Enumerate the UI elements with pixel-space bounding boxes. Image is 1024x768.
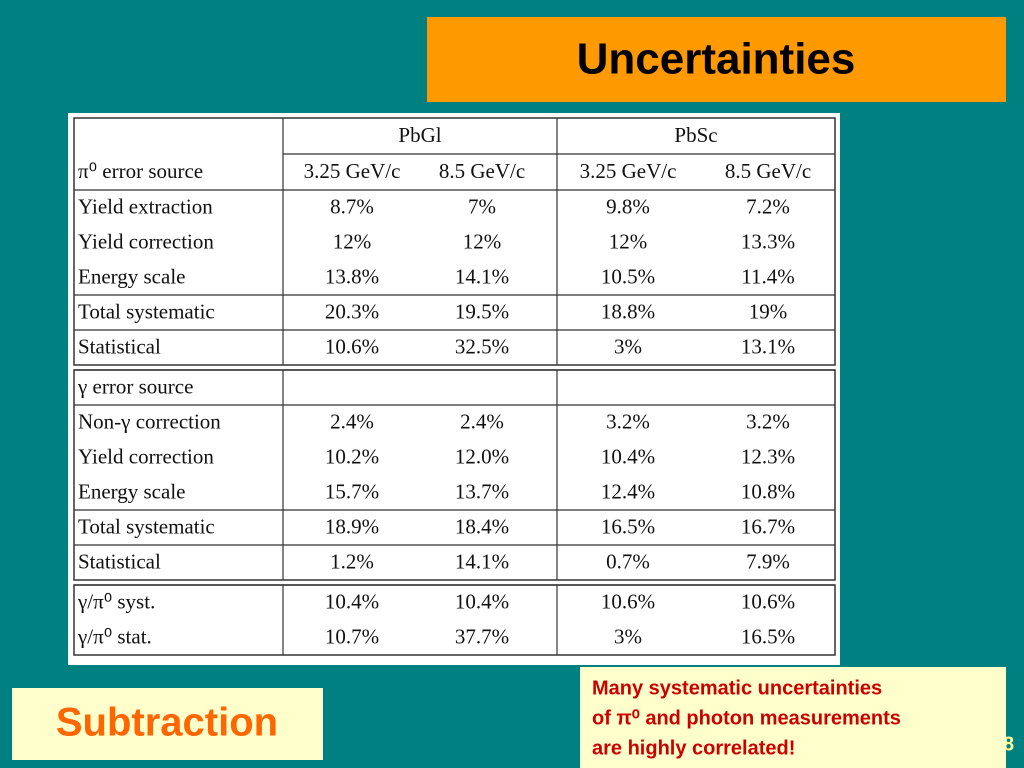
table-frame <box>73 117 836 366</box>
cell-value: 0.7% <box>606 549 650 573</box>
cell-value: 3.2% <box>746 409 790 433</box>
cell-value: 14.1% <box>455 549 509 573</box>
row-label: γ/π⁰ stat. <box>77 624 152 648</box>
cell-value: 10.4% <box>325 589 379 613</box>
cell-value: 32.5% <box>455 334 509 358</box>
cell-value: 16.5% <box>741 624 795 648</box>
cell-value: 12% <box>609 229 648 253</box>
cell-value: 10.7% <box>325 624 379 648</box>
row-label: Yield correction <box>78 444 214 468</box>
table-frame <box>73 369 836 581</box>
note-line: of π⁰ and photon measurements <box>592 707 901 729</box>
group-header: PbGl <box>398 123 441 147</box>
table-panel <box>68 113 840 665</box>
cell-value: 15.7% <box>325 479 379 503</box>
cell-value: 8.7% <box>330 194 374 218</box>
cell-value: 10.8% <box>741 479 795 503</box>
cell-value: 3% <box>614 624 642 648</box>
cell-value: 7.9% <box>746 549 790 573</box>
cell-value: 10.2% <box>325 444 379 468</box>
row-label: Total systematic <box>78 299 215 323</box>
page-number: 8 <box>1003 733 1014 755</box>
cell-value: 16.7% <box>741 514 795 538</box>
cell-value: 13.8% <box>325 264 379 288</box>
cell-value: 10.5% <box>601 264 655 288</box>
cell-value: 18.4% <box>455 514 509 538</box>
row-label: Yield correction <box>78 229 214 253</box>
subtitle-box <box>12 688 323 760</box>
cell-value: 10.6% <box>741 589 795 613</box>
cell-value: 12.3% <box>741 444 795 468</box>
row-label: Energy scale <box>78 264 185 288</box>
note-box <box>580 667 1006 768</box>
cell-value: 12% <box>463 229 502 253</box>
cell-value: 10.6% <box>325 334 379 358</box>
cell-value: 11.4% <box>741 264 794 288</box>
cell-value: 12.0% <box>455 444 509 468</box>
row-label: Total systematic <box>78 514 215 538</box>
cell-value: 2.4% <box>460 409 504 433</box>
table: PbGl PbSc π⁰ error source 3.25 GeV/c 8.5 GeV… <box>73 117 836 656</box>
cell-value: 3.25 GeV/c <box>580 159 677 183</box>
cell-value: 12.4% <box>601 479 655 503</box>
cell-value: 18.8% <box>601 299 655 323</box>
group-header: PbSc <box>674 123 717 147</box>
cell-value: 37.7% <box>455 624 509 648</box>
row-label: Statistical <box>78 549 161 573</box>
cell-value: 10.4% <box>601 444 655 468</box>
note-line: are highly correlated! <box>592 737 795 759</box>
cell-value: 9.8% <box>606 194 650 218</box>
row-label: γ error source <box>77 374 193 398</box>
note-line: Many systematic uncertainties <box>592 677 882 699</box>
cell-value: 1.2% <box>330 549 374 573</box>
row-label: π⁰ error source <box>78 159 203 183</box>
title-box <box>427 17 1006 102</box>
cell-value: 10.6% <box>601 589 655 613</box>
cell-value: 7% <box>468 194 496 218</box>
row-label: γ/π⁰ syst. <box>77 589 155 613</box>
cell-value: 18.9% <box>325 514 379 538</box>
cell-value: 2.4% <box>330 409 374 433</box>
cell-value: 19% <box>749 299 788 323</box>
cell-value: 20.3% <box>325 299 379 323</box>
row-label: Yield extraction <box>78 194 213 218</box>
cell-value: 13.1% <box>741 334 795 358</box>
cell-value: 16.5% <box>601 514 655 538</box>
cell-value: 12% <box>333 229 372 253</box>
row-label: Non-γ correction <box>78 409 221 433</box>
note: Many systematic uncertainties of π⁰ and p… <box>592 677 901 759</box>
cell-value: 13.7% <box>455 479 509 503</box>
row-label: Energy scale <box>78 479 185 503</box>
cell-value: 13.3% <box>741 229 795 253</box>
cell-value: 3.2% <box>606 409 650 433</box>
cell-value: 10.4% <box>455 589 509 613</box>
cell-value: 3.25 GeV/c <box>304 159 401 183</box>
cell-value: 3% <box>614 334 642 358</box>
cell-value: 8.5 GeV/c <box>439 159 525 183</box>
cell-value: 14.1% <box>455 264 509 288</box>
cell-value: 7.2% <box>746 194 790 218</box>
title: Uncertainties <box>577 35 856 84</box>
table-frame <box>73 584 836 656</box>
subtitle: Subtraction <box>56 701 278 745</box>
cell-value: 19.5% <box>455 299 509 323</box>
row-label: Statistical <box>78 334 161 358</box>
cell-value: 8.5 GeV/c <box>725 159 811 183</box>
